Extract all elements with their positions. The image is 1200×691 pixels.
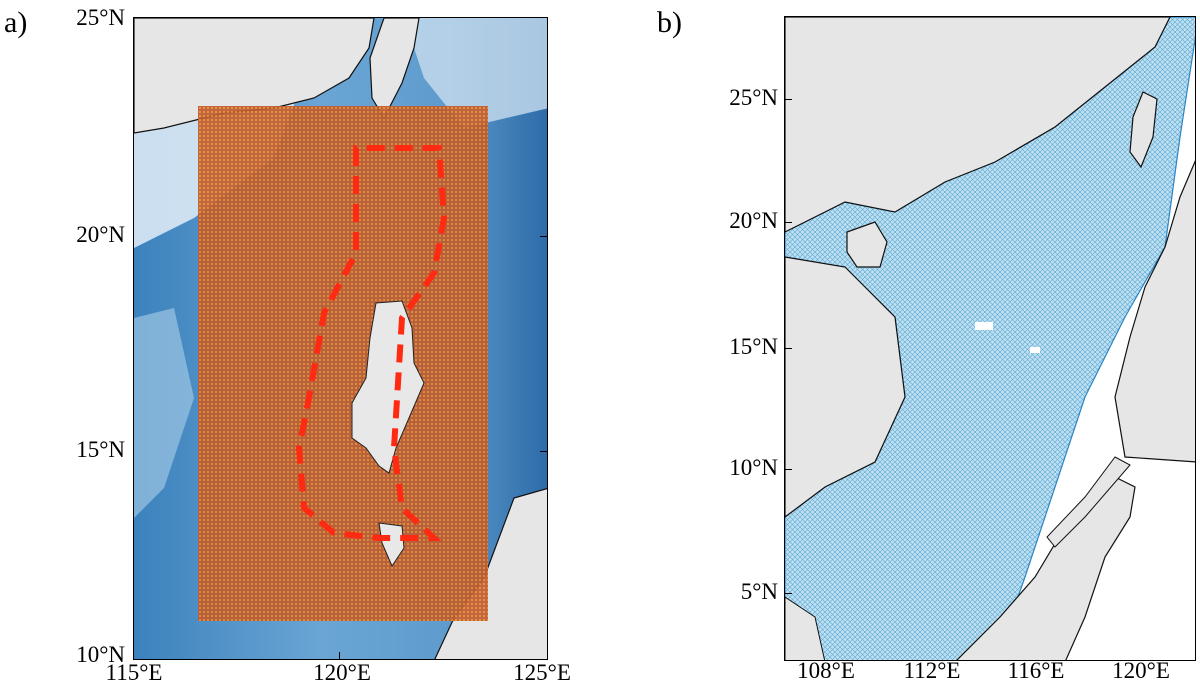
panel-a-tick-x-120	[339, 652, 340, 659]
panel-b-label: b)	[657, 6, 682, 39]
panel-b-land-borneo	[956, 476, 1136, 660]
panel-b-gap-2	[1030, 347, 1040, 353]
panel-a-y-tick-10n: 10°N	[76, 642, 125, 667]
panel-a-y-tick-25n: 25°N	[76, 5, 125, 30]
panel-a-tick-y-20	[540, 236, 547, 237]
panel-a-x-tick-120e: 120°E	[313, 660, 371, 685]
panel-b-y-tick-15n: 15°N	[729, 334, 778, 359]
panel-b-gap-1	[975, 322, 993, 330]
panel-a-map	[134, 18, 547, 659]
panel-b-map-frame	[784, 16, 1196, 661]
panel-b-map	[785, 17, 1195, 660]
panel-b-land-indochina	[785, 256, 906, 518]
panel-b-x-tick-120e: 120°E	[1112, 658, 1170, 683]
panel-b-x-tick-116e: 116°E	[1007, 658, 1065, 683]
panel-a-land-taiwan	[369, 18, 420, 120]
panel-b-y-tick-5n: 5°N	[740, 579, 778, 604]
panel-b-land-taiwan	[1129, 91, 1158, 169]
panel-b-tick-y-10	[785, 469, 792, 470]
panel-a-label: a)	[4, 6, 28, 39]
panel-a-map-frame	[133, 17, 548, 660]
panel-a-land-luzon	[351, 300, 425, 474]
panel-a-shallow-west	[134, 308, 194, 518]
panel-b-land-malay	[785, 596, 826, 660]
panel-a-shallow-east	[404, 18, 547, 128]
panel-b-land-china	[785, 17, 1171, 233]
panel-b-land-hainan	[846, 221, 888, 268]
panel-b-x-tick-112e: 112°E	[903, 658, 961, 683]
panel-b-tick-y-25	[785, 99, 792, 100]
panel-b-tick-y-5	[785, 593, 792, 594]
panel-a-grid-overlay	[198, 106, 488, 621]
panel-b-tick-y-20	[785, 222, 792, 223]
panel-a-land-china	[134, 18, 375, 134]
panel-a-x-tick-125e: 125°E	[513, 660, 571, 685]
panel-b-land-palawan	[1046, 456, 1131, 548]
panel-a-tick-y-15	[540, 451, 547, 452]
panel-b-y-tick-10n: 10°N	[729, 455, 778, 480]
panel-a-y-tick-15n: 15°N	[76, 437, 125, 462]
panel-b-tick-y-15	[785, 348, 792, 349]
panel-a-boundary	[295, 145, 448, 541]
panel-a-y-tick-20n: 20°N	[76, 222, 125, 247]
panel-b-y-tick-20n: 20°N	[729, 208, 778, 233]
panel-a-x-tick-115e: 115°E	[105, 660, 163, 685]
panel-b-y-tick-25n: 25°N	[729, 85, 778, 110]
panel-b-land-philippines	[1114, 160, 1195, 463]
panel-b-x-tick-108e: 108°E	[797, 658, 855, 683]
